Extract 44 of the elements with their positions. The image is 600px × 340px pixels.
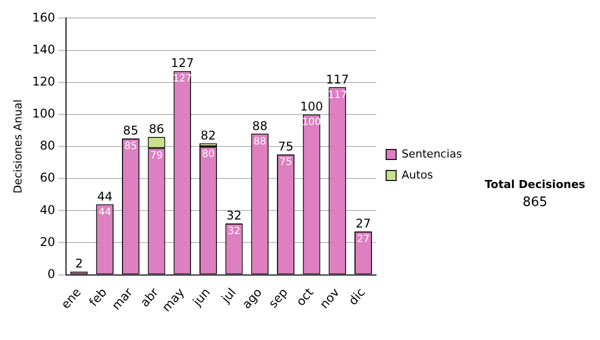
total-label: 2 [75, 256, 83, 271]
x-tick-label: ago [239, 285, 265, 312]
data-label: 80 [202, 149, 215, 160]
x-tick-label: jul [218, 285, 239, 306]
x-tick-label: sep [266, 285, 290, 311]
total-label: 88 [252, 118, 268, 133]
total-label: 127 [170, 56, 194, 70]
total-label: 100 [300, 100, 324, 114]
data-label: 27 [356, 234, 370, 246]
data-label: 44 [98, 206, 112, 218]
total-label: 27 [356, 216, 371, 231]
y-tick-label: 80 [40, 138, 56, 153]
x-tick-label: abr [138, 285, 162, 310]
y-tick-label: 140 [32, 42, 56, 56]
text: Total Decisiones [484, 178, 586, 191]
legend-label: Autos [402, 168, 434, 182]
legend-label: Sentencias [402, 147, 462, 160]
total-label: 32 [226, 208, 242, 223]
total-label: 86 [148, 122, 164, 136]
total-label: 44 [97, 189, 112, 204]
text: 865 [522, 195, 548, 210]
data-label: 75 [279, 157, 292, 168]
y-tick-label: 20 [40, 234, 56, 249]
y-tick-label: 0 [47, 266, 56, 281]
x-tick-label: nov [317, 285, 342, 312]
x-tick-label: dic [346, 285, 368, 308]
y-tick-label: 100 [32, 106, 56, 121]
data-label: 32 [228, 226, 240, 238]
total-label: 85 [123, 124, 138, 138]
x-tick-label: jun [189, 285, 213, 310]
y-tick-label: 60 [40, 170, 56, 185]
data-label: 79 [150, 150, 163, 162]
data-label: 88 [254, 136, 266, 148]
y-tick-label: 40 [40, 202, 56, 217]
total-label: 82 [200, 128, 216, 142]
total-label: 117 [326, 72, 349, 86]
x-tick-label: feb [86, 285, 110, 310]
x-tick-label: oct [293, 285, 316, 309]
data-label: 85 [124, 141, 138, 152]
total-label: 75 [278, 140, 294, 154]
y-tick-label: 160 [32, 10, 56, 24]
y-tick-label: 120 [32, 74, 56, 88]
x-tick-label: ene [58, 285, 84, 312]
y-axis-title: Decisiones Anual [11, 99, 24, 194]
